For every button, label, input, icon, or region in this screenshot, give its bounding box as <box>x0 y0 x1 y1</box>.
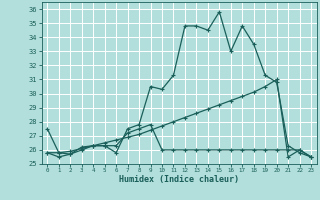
X-axis label: Humidex (Indice chaleur): Humidex (Indice chaleur) <box>119 175 239 184</box>
